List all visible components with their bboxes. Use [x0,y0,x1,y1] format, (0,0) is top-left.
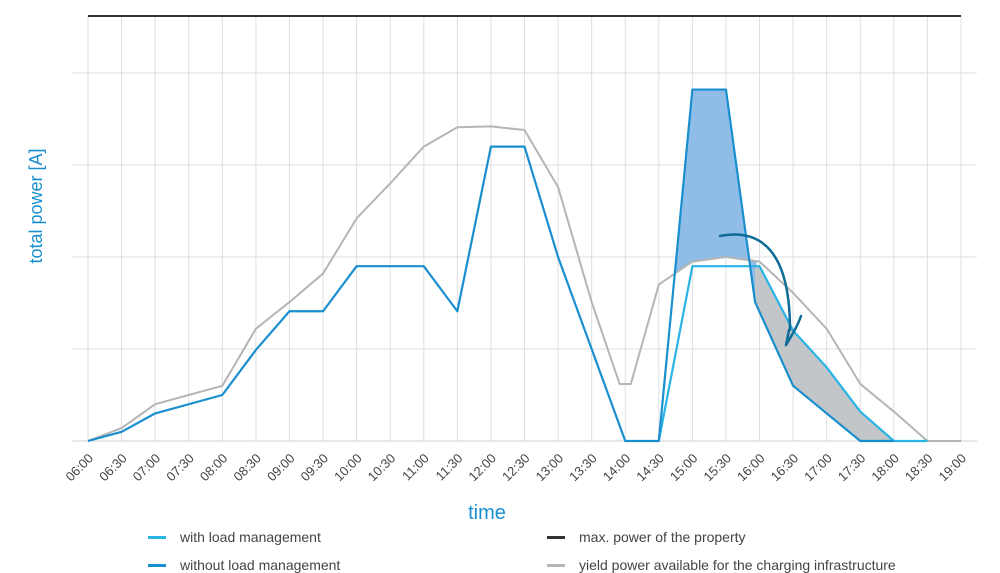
x-tick-label: 09:30 [298,451,332,485]
legend-label: without load management [180,557,341,573]
legend-label: max. power of the property [579,529,746,545]
x-tick-label: 10:30 [365,451,399,485]
legend-swatch [148,535,166,539]
x-tick-label: 08:30 [230,451,264,485]
legend-item-max: max. power of the property [547,529,746,545]
legend-item-available: yield power available for the charging i… [547,557,896,573]
x-axis-label: time [468,502,506,524]
x-tick-label: 11:30 [433,451,466,484]
series-lines [87,14,961,443]
series-line-available [87,125,961,442]
legend-label: with load management [180,529,321,545]
x-tick-label: 07:00 [130,451,164,485]
grid [72,16,977,442]
x-tick-label: 08:00 [197,451,231,485]
series-line-with [657,265,928,443]
x-tick-label: 12:30 [499,451,533,485]
x-tick-label: 17:30 [835,451,869,485]
x-tick-label: 14:00 [600,451,634,485]
x-tick-label: 09:00 [264,451,298,485]
x-tick-label: 06:30 [96,451,130,485]
x-tick-label: 06:00 [63,451,97,485]
legend-item-without: without load management [148,557,340,573]
x-tick-label: 16:30 [768,451,802,485]
x-tick-label: 18:00 [868,451,902,485]
x-tick-label: 14:30 [633,451,667,485]
x-tick-label: 15:30 [700,451,734,485]
x-tick-label: 13:00 [533,451,567,485]
x-tick-label: 13:30 [566,451,600,485]
legend-item-with: with load management [148,529,321,545]
legend-swatch [148,563,166,567]
x-tick-label: 15:00 [667,451,701,485]
legend-label: yield power available for the charging i… [579,557,896,573]
legend-swatch [547,535,565,539]
fill-excess-area [674,89,757,306]
x-tick-label: 11:00 [399,451,432,484]
series-line-without [87,88,894,443]
x-tick-label: 19:00 [936,451,970,485]
x-tick-label: 17:00 [801,451,835,485]
fill-shifted-area [755,266,894,441]
y-axis-label: total power [A] [26,148,46,263]
x-tick-labels: 06:00 06:30 07:00 07:30 08:00 08:30 09:00 09:30… [63,451,970,485]
x-tick-label: 10:00 [331,451,365,485]
x-tick-label: 07:30 [163,451,197,485]
x-tick-label: 16:00 [734,451,768,485]
x-tick-label: 12:00 [465,451,499,485]
legend-swatch [547,563,565,567]
fill-areas [674,89,894,441]
x-tick-label: 18:30 [902,451,936,485]
shift-arrow-annotation [718,233,803,347]
